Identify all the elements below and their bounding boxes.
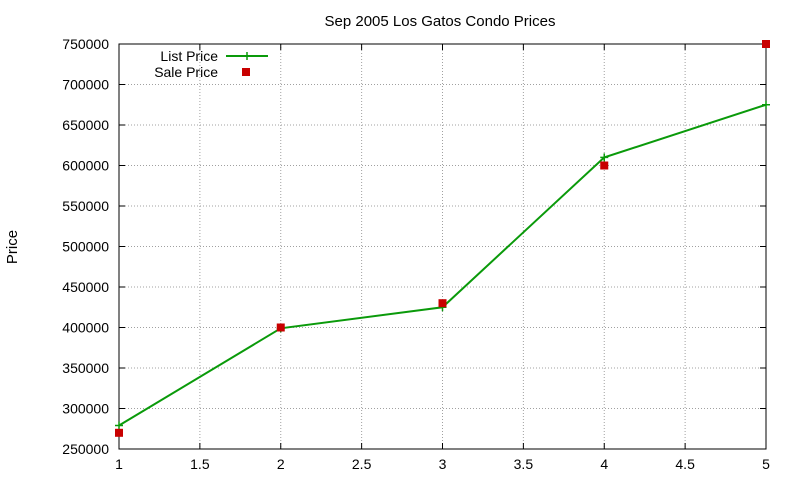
data-point-square bbox=[600, 161, 609, 170]
x-tick-label: 2 bbox=[277, 456, 285, 472]
x-tick-label: 4.5 bbox=[675, 456, 695, 472]
legend-marker-square bbox=[242, 68, 250, 76]
x-tick-label: 5 bbox=[762, 456, 770, 472]
x-tick-label: 1 bbox=[115, 456, 123, 472]
data-point-square bbox=[762, 40, 770, 48]
chart-title: Sep 2005 Los Gatos Condo Prices bbox=[325, 13, 556, 30]
tick-labels: 1 1.5 2 2.5 3 3.5 4 4.5 5 250000 300000 350000 40000… bbox=[62, 36, 770, 472]
grid bbox=[119, 44, 766, 449]
y-tick-label: 700000 bbox=[62, 77, 109, 93]
series bbox=[115, 40, 770, 437]
y-tick-label: 500000 bbox=[62, 239, 109, 255]
data-point-square bbox=[438, 299, 447, 308]
data-point-plus bbox=[762, 100, 770, 109]
y-tick-label: 550000 bbox=[62, 198, 109, 214]
x-tick-label: 3 bbox=[439, 456, 447, 472]
y-tick-label: 450000 bbox=[62, 279, 109, 295]
x-tick-label: 3.5 bbox=[514, 456, 534, 472]
y-tick-label: 750000 bbox=[62, 36, 109, 52]
x-tick-label: 2.5 bbox=[352, 456, 372, 472]
series-1 bbox=[115, 40, 770, 437]
y-tick-label: 400000 bbox=[62, 320, 109, 336]
data-point-plus bbox=[600, 153, 609, 162]
legend-label: List Price bbox=[160, 48, 218, 64]
y-axis-label: Price bbox=[4, 230, 21, 264]
data-point-square bbox=[276, 323, 285, 332]
data-point-plus bbox=[115, 421, 123, 430]
x-tick-label: 4 bbox=[600, 456, 608, 472]
legend-marker-plus bbox=[243, 52, 251, 60]
axes bbox=[118, 43, 767, 450]
y-tick-label: 650000 bbox=[62, 117, 109, 133]
y-tick-label: 300000 bbox=[62, 401, 109, 417]
y-tick-label: 600000 bbox=[62, 158, 109, 174]
x-tick-label: 1.5 bbox=[190, 456, 210, 472]
legend-label: Sale Price bbox=[154, 64, 218, 80]
data-point-square bbox=[115, 428, 123, 437]
y-tick-label: 250000 bbox=[62, 441, 109, 457]
y-tick-label: 350000 bbox=[62, 360, 109, 376]
